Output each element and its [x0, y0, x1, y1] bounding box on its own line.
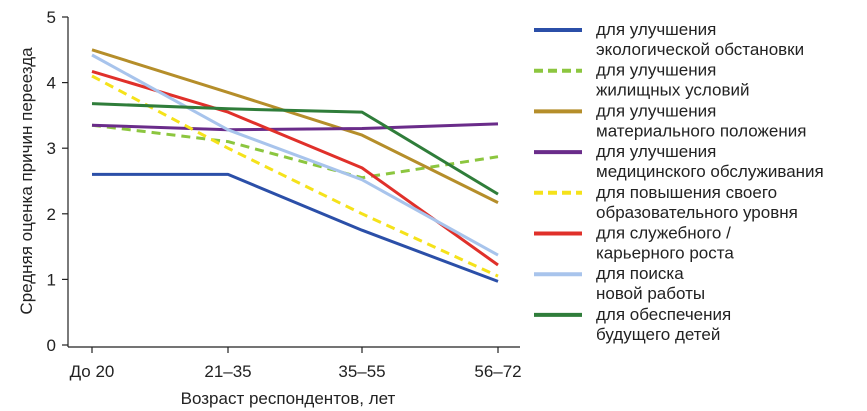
x-axis-ticks: До 20 21–35 35–55 56–72 [70, 347, 522, 381]
legend-label: будущего детей [596, 325, 720, 344]
series-line [91, 123, 499, 180]
series-line [91, 69, 499, 267]
y-tick-label: 1 [47, 270, 56, 289]
x-tick-label: 21–35 [204, 362, 251, 381]
series-line [91, 74, 499, 278]
legend-label: для поиска [596, 264, 684, 283]
legend-label: для улучшения [596, 101, 716, 120]
y-tick-label: 2 [47, 205, 56, 224]
legend-label: медицинского обслуживания [596, 162, 824, 181]
legend-label: для повышения своего [596, 183, 777, 202]
series-line [91, 53, 499, 257]
y-tick-label: 3 [47, 139, 56, 158]
y-axis-ticks: 0 1 2 3 4 5 [47, 8, 68, 355]
legend-label: для обеспечения [596, 305, 731, 324]
series-line [91, 102, 499, 196]
legend-label: для служебного / [596, 224, 731, 243]
series-line [91, 48, 499, 204]
x-axis-label: Возраст респондентов, лет [181, 389, 396, 408]
legend-label: экологической обстановки [596, 40, 804, 59]
axes: 0 1 2 3 4 5 До 20 21–35 35–55 56–72 [47, 8, 522, 381]
y-axis-label: Средняя оценка причин переезда [17, 47, 36, 315]
y-tick-label: 5 [47, 8, 56, 27]
x-tick-label: 35–55 [338, 362, 385, 381]
legend-label: образовательного уровня [596, 203, 798, 222]
series-line [92, 172, 499, 283]
series-line [91, 122, 499, 132]
y-tick-label: 0 [47, 336, 56, 355]
x-tick-label: До 20 [70, 362, 115, 381]
y-tick-label: 4 [47, 74, 56, 93]
legend-label: материального положения [596, 121, 806, 140]
legend-label: для улучшения [596, 61, 716, 80]
legend-label: для улучшения [596, 142, 716, 161]
legend-item: для служебного /карьерного роста [534, 224, 734, 263]
series-lines [91, 48, 499, 283]
legend-label: карьерного роста [596, 244, 734, 263]
legend-label: новой работы [596, 284, 705, 303]
legend-label: жилищных условий [596, 81, 750, 100]
legend-label: для улучшения [596, 20, 716, 39]
x-tick-label: 56–72 [474, 362, 521, 381]
